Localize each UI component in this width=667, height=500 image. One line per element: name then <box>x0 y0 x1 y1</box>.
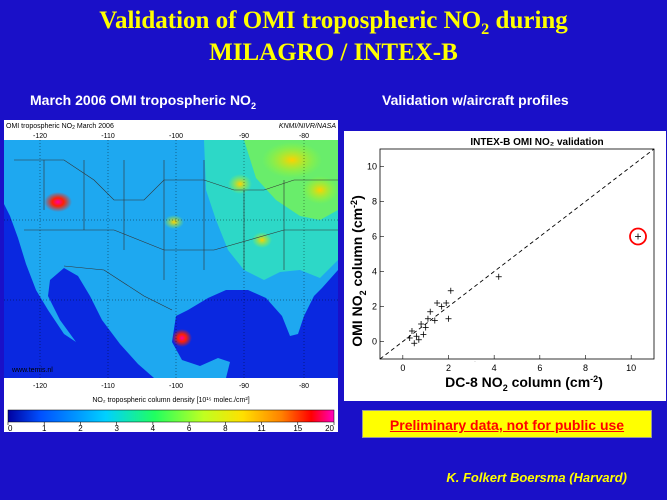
data-point <box>406 335 413 341</box>
svg-text:-90: -90 <box>239 383 249 390</box>
validation-scatter-chart: INTEX-B OMI NO₂ validation · 0 2 4 6 8 10 0 2 4 6… <box>349 137 655 393</box>
x-axis-label: DC-8 NO2 column (cm-2) <box>445 374 603 393</box>
data-point <box>413 333 420 340</box>
chart-title: INTEX-B OMI NO₂ validation <box>470 137 603 148</box>
x-tick-label: 0 <box>400 363 405 373</box>
y-axis-label: OMI NO2 column (cm-2) <box>349 195 368 347</box>
colorbar-label: NO₂ tropospheric column density [10¹⁵ mo… <box>92 397 249 404</box>
map-hotspot-mexico-city <box>172 329 192 347</box>
right-panel-heading: Validation w/aircraft profiles <box>382 92 569 108</box>
data-point <box>411 340 418 347</box>
x-tick-label: 6 <box>537 363 542 373</box>
x-tick-label: 8 <box>583 363 588 373</box>
colorbar-tick-label: 11 <box>257 424 266 432</box>
map-title: OMI tropospheric NO2 March 2006 <box>6 123 114 131</box>
left-panel-heading: March 2006 OMI tropospheric NO2 <box>30 92 257 111</box>
author-credit: K. Folkert Boersma (Harvard) <box>446 470 627 485</box>
data-point <box>445 315 452 322</box>
map-hotspot-los-angeles <box>44 192 72 212</box>
svg-text:-100: -100 <box>169 133 183 140</box>
plot-frame <box>379 148 655 360</box>
svg-text:-110: -110 <box>101 383 115 390</box>
colorbar-tick-label: 20 <box>325 424 334 432</box>
map-credit: KNMI/NIVR/NASA <box>279 123 337 130</box>
one-to-one-line <box>379 148 655 360</box>
data-point <box>434 300 441 306</box>
colorbar-tick-label: 2 <box>78 424 83 432</box>
y-tick-label: 10 <box>367 162 377 172</box>
colorbar-tick-label: 4 <box>151 424 156 432</box>
x-tick-label: 4 <box>492 363 497 373</box>
svg-text:·: · <box>474 359 476 365</box>
highlighted-outlier-circle <box>629 227 647 246</box>
svg-text:-120: -120 <box>33 383 47 390</box>
data-point <box>408 328 415 334</box>
data-point <box>418 321 425 327</box>
svg-text:-80: -80 <box>299 383 309 390</box>
map-lon-ticks-top: -120 -110 -100 -90 -80 <box>33 133 309 140</box>
x-tick-label: 2 <box>446 363 451 373</box>
colorbar-tick-label: 3 <box>114 424 119 432</box>
svg-text:-90: -90 <box>239 133 249 140</box>
svg-text:-80: -80 <box>299 133 309 140</box>
data-point <box>422 324 429 331</box>
data-point <box>635 233 642 240</box>
data-point <box>420 331 427 338</box>
y-tick-label: 0 <box>372 337 377 347</box>
data-point <box>447 287 454 294</box>
colorbar-ticks: 0 1 2 3 4 6 8 11 15 20 <box>7 422 335 432</box>
slide-title-line2: MILAGRO / INTEX-B <box>209 39 458 66</box>
no2-map-panel: OMI tropospheric NO2 March 2006 KNMI/NIV… <box>4 120 338 432</box>
data-point <box>443 300 450 306</box>
data-point <box>438 303 445 310</box>
y-tick-label: 4 <box>372 267 377 277</box>
slide-title-line1: Validation of OMI tropospheric NO2 durin… <box>99 7 568 38</box>
data-point <box>427 308 434 315</box>
colorbar-tick-label: 1 <box>42 424 47 432</box>
colorbar <box>7 409 335 423</box>
colorbar-tick-label: 0 <box>8 424 13 432</box>
data-point <box>424 315 431 322</box>
map-lon-ticks-bottom: -120 -110 -100 -90 -80 <box>33 383 309 390</box>
colorbar-tick-label: 15 <box>293 424 302 432</box>
svg-text:-100: -100 <box>169 383 183 390</box>
data-point <box>431 317 438 324</box>
colorbar-tick-label: 6 <box>187 424 192 432</box>
no2-map: OMI tropospheric NO2 March 2006 KNMI/NIV… <box>4 123 338 432</box>
data-point <box>495 273 502 280</box>
data-point <box>415 336 422 343</box>
y-tick-label: 8 <box>372 197 377 207</box>
validation-plot-panel: INTEX-B OMI NO₂ validation · 0 2 4 6 8 10 0 2 4 6… <box>344 131 666 401</box>
svg-text:-120: -120 <box>33 133 47 140</box>
y-tick-label: 2 <box>372 302 377 312</box>
map-website: www.temis.nl <box>11 367 53 374</box>
y-tick-label: 6 <box>372 232 377 242</box>
svg-text:-110: -110 <box>101 133 115 140</box>
preliminary-data-notice: Preliminary data, not for public use <box>362 410 652 438</box>
x-tick-label: 10 <box>626 363 636 373</box>
colorbar-tick-label: 8 <box>223 424 228 432</box>
